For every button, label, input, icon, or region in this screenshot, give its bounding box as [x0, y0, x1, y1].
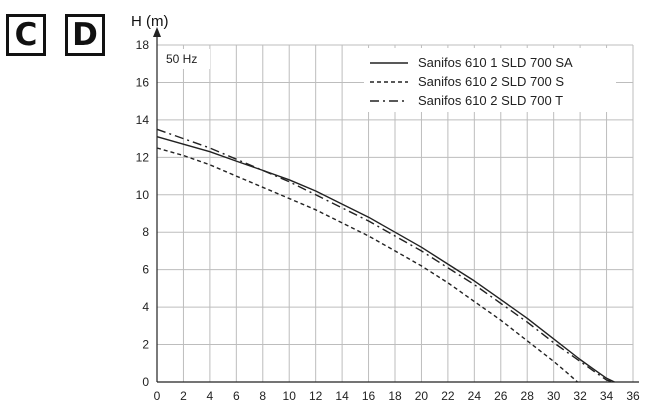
- x-tick-label: 10: [283, 389, 297, 403]
- x-tick-label: 20: [415, 389, 429, 403]
- y-tick-label: 6: [142, 263, 149, 277]
- legend-label: Sanifos 610 2 SLD 700 T: [418, 93, 563, 108]
- x-tick-label: 0: [154, 389, 161, 403]
- x-tick-label: 36: [626, 389, 640, 403]
- legend: Sanifos 610 1 SLD 700 SA Sanifos 610 2 SL…: [364, 48, 616, 112]
- y-tick-label: 12: [136, 150, 150, 164]
- x-tick-label: 12: [309, 389, 323, 403]
- series-line: [156, 147, 578, 383]
- x-tick-label: 8: [259, 389, 266, 403]
- y-tick-label: 8: [142, 225, 149, 239]
- x-tick-label: 18: [388, 389, 402, 403]
- y-tick-label: 10: [136, 188, 150, 202]
- legend-background: [364, 48, 616, 112]
- series-line: [156, 136, 615, 383]
- y-tick-label: 0: [142, 375, 149, 389]
- frequency-annotation: 50 Hz: [166, 52, 197, 66]
- legend-label: Sanifos 610 2 SLD 700 S: [418, 74, 564, 89]
- x-tick-label: 30: [547, 389, 561, 403]
- series-lines: [156, 128, 615, 383]
- x-tick-label: 28: [521, 389, 535, 403]
- series-line: [156, 128, 614, 383]
- x-tick-label: 24: [468, 389, 482, 403]
- x-tick-label: 4: [207, 389, 214, 403]
- x-tick-label: 16: [362, 389, 376, 403]
- badge-c: C: [6, 14, 46, 56]
- annotation-box: 50 Hz: [162, 49, 210, 69]
- y-tick-label: 4: [142, 300, 149, 314]
- x-tick-label: 14: [335, 389, 349, 403]
- y-tick-label: 18: [136, 38, 150, 52]
- x-tick-label: 22: [441, 389, 455, 403]
- y-axis-arrow: [153, 27, 161, 37]
- axes: 0 2 4 6 8 10 12 14 16 18 20 22 24 26 28 30 32 34 360246810…: [136, 27, 640, 403]
- badge-d: D: [65, 14, 105, 56]
- x-tick-label: 2: [180, 389, 187, 403]
- x-tick-label: 6: [233, 389, 240, 403]
- x-tick-label: 34: [600, 389, 614, 403]
- y-tick-label: 16: [136, 75, 150, 89]
- y-tick-label: 2: [142, 338, 149, 352]
- y-axis-title: H (m): [131, 13, 169, 30]
- x-tick-label: 26: [494, 389, 508, 403]
- x-tick-label: 32: [573, 389, 587, 403]
- y-tick-label: 14: [136, 113, 150, 127]
- legend-label: Sanifos 610 1 SLD 700 SA: [418, 55, 573, 70]
